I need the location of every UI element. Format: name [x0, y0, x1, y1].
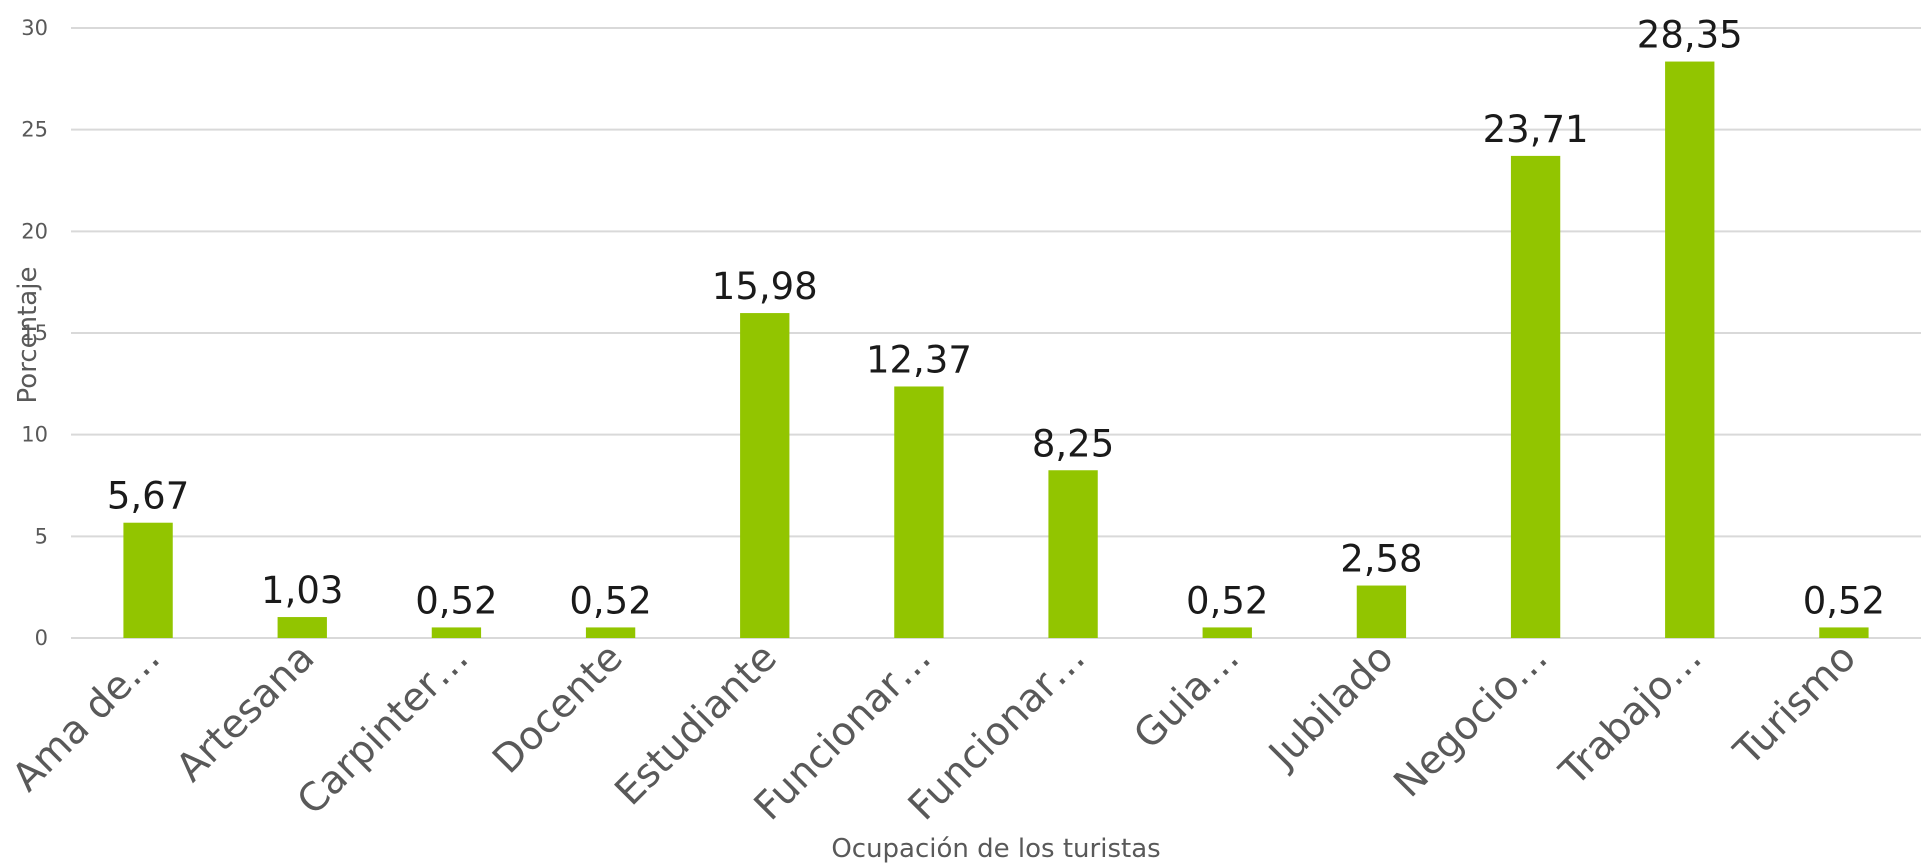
data-label: 0,52: [415, 579, 497, 622]
bars: [123, 61, 1869, 639]
bar: [277, 617, 327, 638]
y-tick-label: 20: [21, 219, 48, 243]
y-tick-label: 30: [21, 16, 48, 40]
data-label: 0,52: [1803, 579, 1885, 622]
data-label: 15,98: [712, 265, 818, 308]
y-tick-label: 15: [21, 321, 48, 345]
data-label: 28,35: [1637, 14, 1743, 57]
x-axis-title: Ocupación de los turistas: [831, 834, 1160, 864]
category-label: Trabajo…: [1551, 635, 1711, 795]
y-tick-label: 5: [35, 524, 48, 548]
y-tick-labels: 0 5 10 15 20 25 30: [21, 16, 48, 650]
bar: [1819, 627, 1869, 638]
data-label: 2,58: [1340, 538, 1422, 581]
data-label: 1,03: [261, 569, 343, 612]
bar: [123, 522, 173, 638]
bar: [740, 313, 790, 638]
category-label: Negocio…: [1386, 635, 1557, 806]
gridlines: [71, 27, 1921, 639]
bar: [585, 627, 636, 638]
y-tick-label: 10: [21, 423, 48, 447]
bar: [1202, 627, 1252, 638]
y-axis-title: Porcentaje: [13, 267, 43, 404]
bar: [1510, 155, 1561, 638]
y-tick-label: 25: [21, 118, 48, 142]
category-label: Jubilado: [1259, 635, 1403, 779]
data-label: 12,37: [866, 338, 972, 381]
bar: [1665, 61, 1715, 639]
data-labels: 5,67 1,03 0,52 0,52 15,98 12,37 8,25 0,52 2,58 23…: [107, 14, 1885, 623]
bar: [431, 627, 482, 638]
data-label: 8,25: [1032, 422, 1114, 465]
bar: [1048, 470, 1098, 638]
category-label: Ama de…: [4, 635, 169, 800]
category-label: Artesana: [168, 635, 323, 790]
category-label: Docente: [484, 635, 631, 782]
data-label: 0,52: [569, 579, 651, 622]
y-tick-label: 0: [35, 626, 48, 650]
category-label: Guia…: [1126, 635, 1249, 758]
bar: [1356, 585, 1407, 638]
data-label: 23,71: [1483, 108, 1589, 151]
category-label: Turismo: [1725, 635, 1865, 775]
bar: [894, 386, 944, 638]
data-label: 5,67: [107, 475, 189, 518]
data-label: 0,52: [1186, 579, 1268, 622]
